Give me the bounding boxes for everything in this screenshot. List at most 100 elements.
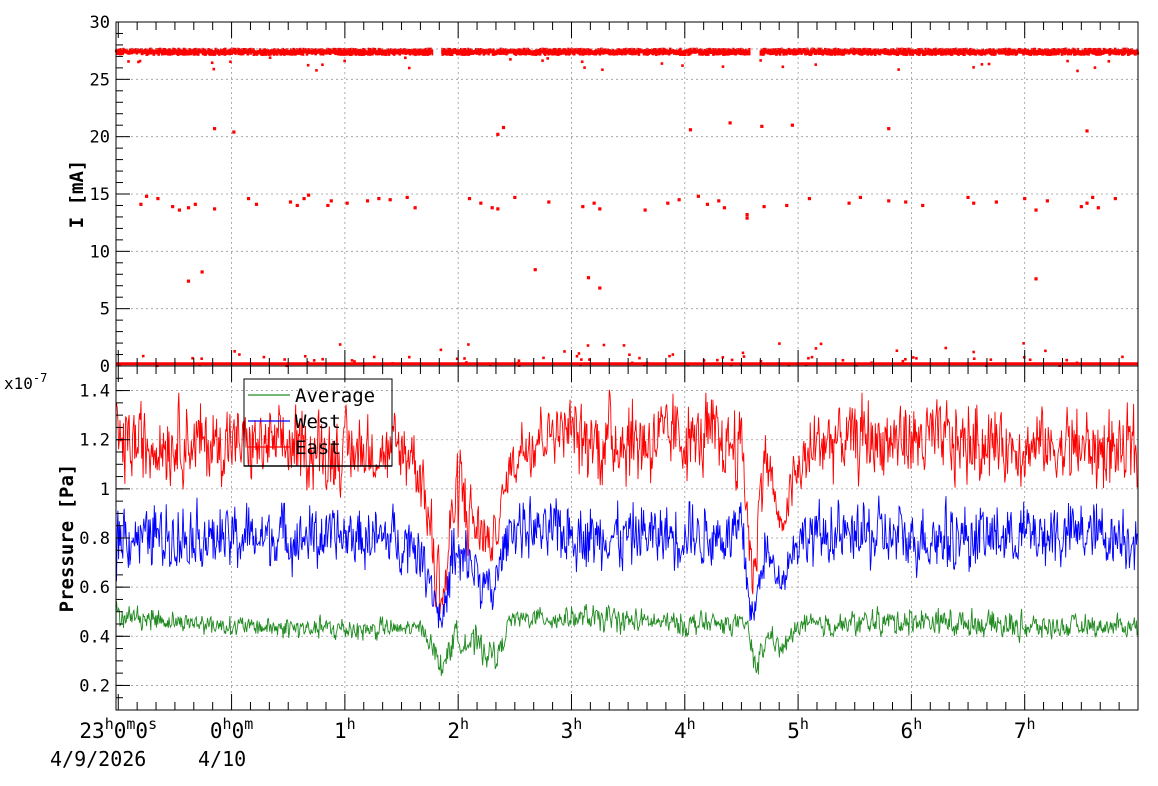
current-band-point xyxy=(145,48,148,51)
current-band-point xyxy=(900,52,904,56)
current-band-point xyxy=(203,48,207,52)
current-band-point xyxy=(915,52,919,56)
current-point xyxy=(186,279,191,283)
current-band-point xyxy=(721,65,725,68)
current-band-point xyxy=(469,52,472,56)
current-low-point xyxy=(912,356,915,359)
current-band-point xyxy=(300,52,303,56)
current-band-point xyxy=(334,52,338,56)
current-band-point xyxy=(221,52,224,56)
current-point xyxy=(200,270,204,274)
current-band-point xyxy=(557,53,560,56)
current-band-point xyxy=(680,53,684,56)
current-band-point xyxy=(1076,69,1079,73)
current-band-point xyxy=(800,52,803,55)
current-point xyxy=(232,130,236,134)
current-tick-label: 30 xyxy=(90,13,110,33)
current-low-point xyxy=(580,358,583,361)
current-low-point xyxy=(741,351,745,355)
current-band-point xyxy=(868,48,872,51)
current-low-point xyxy=(353,360,356,363)
current-band-point xyxy=(1130,48,1134,51)
current-band-point xyxy=(778,53,782,56)
current-low-point xyxy=(729,363,733,367)
current-panel-data xyxy=(114,45,1140,368)
current-band-point xyxy=(719,52,723,55)
current-low-point xyxy=(807,356,810,360)
current-point xyxy=(762,205,766,209)
current-band-point xyxy=(1055,48,1058,52)
time-tick-label: 5h xyxy=(787,715,809,743)
current-point xyxy=(696,194,700,198)
current-band-point xyxy=(455,48,459,52)
current-band-point xyxy=(1007,53,1010,56)
current-point xyxy=(745,216,749,220)
current-band-point xyxy=(207,48,210,51)
current-low-point xyxy=(742,355,746,358)
current-band-point xyxy=(356,48,360,52)
current-band-point xyxy=(762,47,766,51)
current-band-point xyxy=(354,48,358,51)
current-band-point xyxy=(397,48,400,52)
current-low-point xyxy=(516,361,519,365)
current-band-point xyxy=(679,47,682,51)
current-band-point xyxy=(216,48,220,52)
current-band-point xyxy=(617,48,620,51)
current-band-point xyxy=(348,48,351,51)
pressure-panel-axes: 0.2 0.4 0.6 0.8 1 1.2 1.4 xyxy=(79,366,1120,710)
current-band-point xyxy=(924,47,927,51)
current-point xyxy=(212,127,217,131)
current-band-point xyxy=(586,48,590,52)
current-point xyxy=(547,200,551,204)
current-point xyxy=(326,203,330,208)
current-low-point xyxy=(1022,342,1025,345)
current-low-point xyxy=(586,344,590,347)
current-point xyxy=(722,206,727,210)
current-band-point xyxy=(818,52,822,55)
current-point xyxy=(847,201,851,205)
current-band-point xyxy=(289,52,292,56)
current-point xyxy=(1045,199,1049,203)
current-axis-label: I [mA] xyxy=(66,160,88,229)
current-band-point xyxy=(873,48,876,52)
current-band-point xyxy=(297,52,301,55)
current-band-point xyxy=(448,47,452,51)
current-tick-label: 0 xyxy=(100,357,110,377)
current-band-point xyxy=(802,48,806,51)
current-band-point xyxy=(564,48,567,51)
current-band-point xyxy=(228,52,231,56)
current-band-point xyxy=(950,53,954,56)
current-low-point xyxy=(686,363,690,367)
current-point xyxy=(307,193,311,197)
current-band-point xyxy=(127,60,130,63)
current-band-point xyxy=(660,62,664,65)
current-low-point xyxy=(391,362,394,365)
current-band-point xyxy=(304,48,308,51)
current-band-point xyxy=(947,48,951,52)
current-band-point xyxy=(460,48,464,52)
current-low-point xyxy=(622,344,626,347)
current-band-point xyxy=(450,53,454,56)
current-band-point xyxy=(781,65,785,69)
current-low-point xyxy=(721,356,725,359)
current-point xyxy=(212,207,217,211)
current-band-point xyxy=(830,53,834,56)
current-band-point xyxy=(212,67,216,71)
current-panel-axes: 0 5 10 15 20 25 30 xyxy=(90,13,1120,377)
current-band-point xyxy=(637,53,641,56)
current-band-point xyxy=(210,53,214,56)
current-band-point xyxy=(793,48,796,51)
current-band-point xyxy=(187,52,191,56)
current-band-point xyxy=(197,48,201,51)
current-low-point xyxy=(671,353,675,356)
current-point xyxy=(717,199,721,203)
current-band-point xyxy=(392,53,396,56)
current-low-point xyxy=(972,357,976,361)
current-band-point xyxy=(1017,47,1021,51)
current-band-point xyxy=(441,53,444,56)
pressure-tick-label: 0.6 xyxy=(79,578,110,598)
current-band-point xyxy=(980,53,983,56)
current-low-point xyxy=(855,364,859,367)
current-band-point xyxy=(687,48,691,52)
